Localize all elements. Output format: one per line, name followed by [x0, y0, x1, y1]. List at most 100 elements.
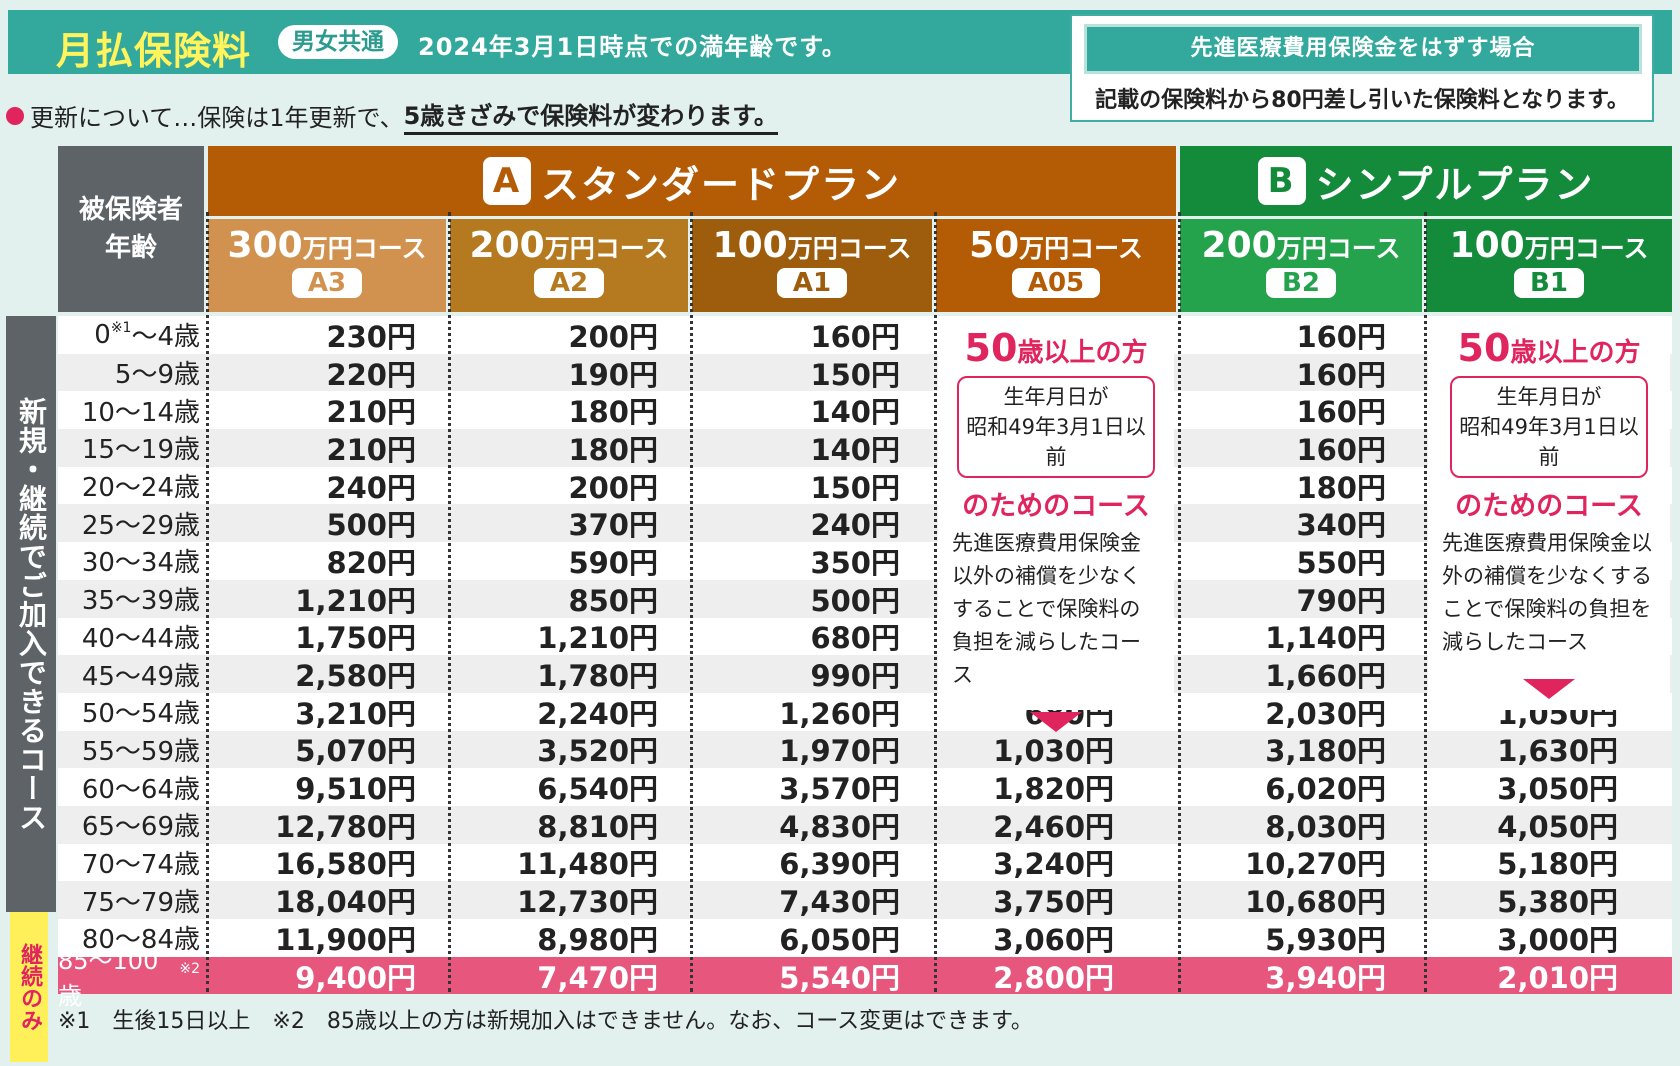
- table-row: 25～29歳 500円 370円 240円 340円: [58, 504, 1672, 542]
- premium-cell-b2: 160円: [1296, 357, 1386, 392]
- birth-date-box: 生年月日が 昭和49年3月1日以前: [957, 376, 1155, 478]
- premium-cell-a2: 6,540円: [537, 772, 658, 807]
- premium-cell-a1: 500円: [810, 583, 900, 618]
- premium-cell-b2: 790円: [1296, 583, 1386, 618]
- age-cell: 50～54歳: [81, 699, 200, 730]
- premium-cell-b2: 550円: [1296, 545, 1386, 580]
- premium-cell-b2: 160円: [1296, 432, 1386, 467]
- continuation-only-label: 継続のみ: [10, 912, 48, 1062]
- course-header-b1: 100万円コース B1: [1426, 219, 1672, 312]
- age-cell: 75～79歳: [81, 887, 200, 918]
- premium-cell-a1: 240円: [810, 508, 900, 543]
- table-row: 75～79歳 18,040円 12,730円 7,430円 3,750円 10,680円 5…: [58, 881, 1672, 919]
- premium-cell-b2: 10,680円: [1245, 885, 1386, 920]
- premium-cell-a3: 210円: [326, 432, 416, 467]
- course-code-badge: A3: [291, 268, 363, 298]
- premium-cell-b2: 340円: [1296, 508, 1386, 543]
- table-row: 55～59歳 5,070円 3,520円 1,970円 1,030円 3,180円 1,63…: [58, 730, 1672, 769]
- note-for-course: のためのコース: [1455, 491, 1643, 522]
- premium-cell-a2: 180円: [568, 432, 658, 467]
- age-cell: 25～29歳: [81, 510, 200, 541]
- premium-cell-a1: 1,260円: [779, 696, 900, 731]
- column-divider: [206, 212, 209, 992]
- premium-cell-a2: 1,780円: [537, 659, 658, 694]
- premium-cell-b2: 6,020円: [1265, 772, 1386, 807]
- premium-cell-a05: 3,060円: [993, 922, 1114, 957]
- course-unit: 万円コース: [544, 234, 669, 263]
- table-row-continuation: 85～100歳 ※2 9,400円 7,470円 5,540円 2,800円 3,940円 2…: [58, 947, 1672, 1010]
- course-code-badge: B2: [1266, 268, 1336, 298]
- advanced-medical-text: 記載の保険料から80円差し引いた保険料となります。: [1095, 88, 1629, 113]
- premium-cell-b1: 2,010円: [1497, 960, 1618, 995]
- age-cell: 5～9歳: [114, 360, 200, 391]
- table-row: 40～44歳 1,750円 1,210円 680円 1,140円: [58, 617, 1672, 656]
- table-row: 15～19歳 210円 180円 140円 160円: [58, 429, 1672, 467]
- course-header-a05: 50万円コース A05: [936, 219, 1176, 312]
- page-title: 月払保険料: [56, 29, 252, 73]
- premium-cell-a3: 500円: [326, 508, 416, 543]
- note-for-course: のためのコース: [962, 491, 1150, 522]
- table-row: 70～74歳 16,580円 11,480円 6,390円 3,240円 10,270円 5…: [58, 843, 1672, 882]
- course-code-badge: A2: [533, 268, 605, 298]
- premium-cell-a1: 5,540円: [779, 960, 900, 995]
- premium-cell-b2: 5,930円: [1265, 922, 1386, 957]
- premium-cell-a2: 370円: [568, 508, 658, 543]
- age-cell: 30～34歳: [81, 548, 200, 579]
- premium-cell-a2: 200円: [568, 470, 658, 505]
- premium-cell-a1: 7,430円: [779, 885, 900, 920]
- renewal-emphasis: 5歳きざみで保険料が変わります。: [403, 96, 778, 135]
- date-note: 2024年3月1日時点での満年齢です。: [418, 33, 847, 61]
- column-divider: [934, 212, 937, 992]
- plan-a-letter: A: [482, 157, 531, 205]
- plan-b-name: シンプルプラン: [1315, 162, 1595, 207]
- new-and-continue-label: 新規・継続でご加入できるコース: [6, 316, 56, 912]
- premium-cell-b2: 8,030円: [1265, 809, 1386, 844]
- bullet-dot-icon: [6, 106, 24, 125]
- premium-cell-b1: 3,000円: [1497, 922, 1618, 957]
- table-row: 50～54歳 3,210円 2,240円 1,260円 680円 2,030円 1,050円: [58, 692, 1672, 731]
- premium-cell-a2: 590円: [568, 545, 658, 580]
- course-amount: 100: [1449, 225, 1525, 266]
- note-age-number: 50: [1457, 326, 1511, 370]
- course-unit: 万円コース: [1524, 234, 1649, 263]
- age-cell: 15～19歳: [81, 435, 200, 466]
- premium-cell-a3: 9,510円: [295, 772, 416, 807]
- note-description: 先進医療費用保険金以外の補償を少なくすることで保険料の負担を減らしたコース: [1442, 531, 1652, 654]
- premium-cell-a3: 5,070円: [295, 734, 416, 769]
- premium-cell-b2: 3,940円: [1265, 960, 1386, 995]
- premium-cell-a2: 12,730円: [517, 885, 658, 920]
- premium-cell-a1: 150円: [810, 470, 900, 505]
- advanced-medical-box: 先進医療費用保険金をはずす場合 記載の保険料から80円差し引いた保険料となります…: [1070, 14, 1654, 122]
- premium-cell-a1: 350円: [810, 545, 900, 580]
- table-row: 0 ※1 ～4歳 230円 200円 160円 160円: [58, 316, 1672, 354]
- premium-cell-b1: 3,050円: [1497, 772, 1618, 807]
- premium-cell-b1: 5,380円: [1497, 885, 1618, 920]
- age-cell: 10～14歳: [81, 397, 200, 428]
- premium-cell-a05: 2,460円: [993, 809, 1114, 844]
- age-cell: 65～69歳: [81, 812, 200, 843]
- footnote: ※1 生後15日以上 ※2 85歳以上の方は新規加入はできません。なお、コース変…: [58, 1009, 1033, 1034]
- premium-cell-b1: 5,180円: [1497, 847, 1618, 882]
- premium-cell-a3: 2,580円: [295, 659, 416, 694]
- premium-cell-a2: 7,470円: [537, 960, 658, 995]
- premium-cell-a3: 240円: [326, 470, 416, 505]
- course-code-badge: A1: [776, 268, 848, 298]
- age-cell: 60～64歳: [81, 774, 200, 805]
- age-cell: 35～39歳: [81, 586, 200, 617]
- premium-cell-a3: 1,210円: [295, 583, 416, 618]
- table-row: 5～9歳 220円 190円 150円 160円: [58, 353, 1672, 392]
- birth-line-1: 生年月日が: [1003, 385, 1109, 409]
- birth-line-2: 昭和49年3月1日以前: [1459, 415, 1639, 469]
- premium-cell-a2: 2,240円: [537, 696, 658, 731]
- table-row: 20～24歳 240円 200円 150円 180円: [58, 466, 1672, 505]
- note-description: 先進医療費用保険金以外の補償を少なくすることで保険料の負担を減らしたコース: [952, 531, 1141, 687]
- premium-cell-a3: 230円: [326, 319, 416, 354]
- advanced-medical-heading: 先進医療費用保険金をはずす場合: [1084, 24, 1642, 74]
- premium-cell-a3: 1,750円: [295, 621, 416, 656]
- premium-cell-a3: 11,900円: [275, 922, 416, 957]
- column-divider: [1424, 212, 1427, 992]
- plan-b-header: B シンプルプラン: [1180, 146, 1672, 216]
- premium-cell-a3: 9,400円: [295, 960, 416, 995]
- note-50-a05: 50歳以上の方 生年月日が 昭和49年3月1日以前 のためのコース 先進医療費用保…: [938, 318, 1174, 732]
- renewal-note: 更新について…保険は1年更新で、 5歳きざみで保険料が変わります。: [6, 96, 778, 135]
